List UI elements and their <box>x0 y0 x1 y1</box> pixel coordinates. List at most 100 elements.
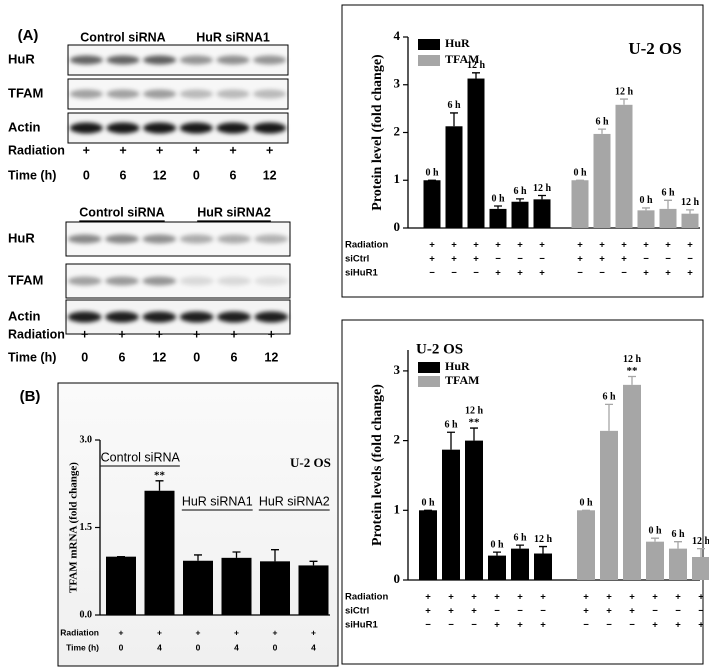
band <box>143 55 177 65</box>
y-tick-label: 0 <box>394 571 401 586</box>
condition-value: + <box>471 606 477 617</box>
condition-value: + <box>157 627 162 637</box>
error-bar <box>194 554 202 561</box>
bar-label: 12 h <box>465 405 484 416</box>
error-bar <box>472 72 480 79</box>
condition-label: siCtrl <box>345 254 369 265</box>
chart-title: U-2 OS <box>416 341 463 357</box>
condition-value: + <box>495 268 501 279</box>
error-bar <box>155 480 164 491</box>
band <box>253 55 287 65</box>
bar-label: 12 h <box>615 86 634 97</box>
legend-label: HuR <box>445 36 470 50</box>
condition-label: siCtrl <box>345 606 369 617</box>
condition-value: − <box>425 620 431 631</box>
condition-label: Radiation <box>8 143 65 157</box>
condition-value: + <box>156 143 163 157</box>
y-axis-label: Protein levels (fold change) <box>370 384 385 546</box>
bar-label: 0 h <box>491 193 505 204</box>
significance: ** <box>154 469 166 481</box>
bar-label: 6 h <box>513 532 527 543</box>
condition-value: + <box>83 143 90 157</box>
error-bar <box>686 209 694 214</box>
condition-value: − <box>494 606 500 617</box>
condition-value: − <box>451 268 457 279</box>
group-label: Control siRNA <box>101 450 181 464</box>
condition-value: − <box>665 254 671 265</box>
condition-value: + <box>583 592 589 603</box>
bar <box>681 213 699 228</box>
condition-label: siHuR1 <box>345 620 378 631</box>
condition-value: + <box>193 143 200 157</box>
band <box>69 89 103 99</box>
condition-value: − <box>599 268 605 279</box>
band <box>67 311 102 323</box>
band <box>253 89 287 99</box>
error-bar <box>516 544 524 549</box>
bar-label: 0 h <box>490 539 504 550</box>
error-bar <box>664 199 672 209</box>
condition-value: + <box>196 627 201 637</box>
condition-value: + <box>234 627 239 637</box>
condition-value: + <box>156 327 163 341</box>
row-label: HuR <box>8 51 35 66</box>
condition-value: − <box>471 620 477 631</box>
bar <box>534 553 552 580</box>
condition-value: + <box>540 592 546 603</box>
band <box>143 89 177 99</box>
condition-value: 6 <box>119 350 126 364</box>
bar-label: 12 h <box>623 354 642 365</box>
condition-value: 12 <box>152 350 166 364</box>
condition-value: 4 <box>157 642 162 652</box>
band <box>105 276 139 286</box>
blot-frame <box>67 78 289 110</box>
bar <box>511 201 529 228</box>
bar-label: 6 h <box>444 420 458 431</box>
error-bar <box>493 551 501 556</box>
condition-value: + <box>517 620 523 631</box>
band <box>217 276 251 286</box>
row-label: Actin <box>8 308 41 323</box>
blot-frame <box>65 299 291 335</box>
band <box>254 234 289 244</box>
condition-value: + <box>577 254 583 265</box>
band <box>67 276 102 286</box>
condition-value: + <box>675 592 681 603</box>
condition-value: + <box>629 606 635 617</box>
row-label: TFAM <box>8 85 43 100</box>
condition-value: + <box>629 592 635 603</box>
band <box>179 122 213 134</box>
legend-swatch <box>418 376 440 387</box>
panel-frame <box>341 4 704 298</box>
band <box>105 311 139 323</box>
band <box>142 276 177 286</box>
condition-value: + <box>119 627 124 637</box>
condition-value: − <box>495 254 501 265</box>
condition-value: + <box>583 606 589 617</box>
error-bar <box>309 560 318 566</box>
panel-label: (B) <box>20 388 41 405</box>
band <box>253 122 287 134</box>
bar <box>577 510 595 580</box>
condition-value: 12 <box>153 168 167 182</box>
bar <box>511 548 529 580</box>
error-bar <box>598 128 606 134</box>
group-label: HuR siRNA2 <box>197 205 271 219</box>
condition-value: + <box>429 240 435 251</box>
panel-label: (A) <box>18 27 39 44</box>
condition-value: 0 <box>273 642 278 652</box>
condition-label: Time (h) <box>8 350 56 364</box>
group-label: Control siRNA <box>80 30 165 44</box>
error-bar <box>620 98 628 105</box>
condition-value: + <box>229 143 236 157</box>
bar-label: 12 h <box>681 197 700 208</box>
bar-label: 6 h <box>595 116 609 127</box>
condition-value: − <box>583 620 589 631</box>
bar-label: 12 h <box>534 534 553 545</box>
condition-value: 6 <box>230 168 237 182</box>
condition-value: + <box>577 240 583 251</box>
legend-swatch <box>418 55 440 66</box>
condition-value: + <box>429 254 435 265</box>
bar-label: 0 h <box>425 168 439 179</box>
